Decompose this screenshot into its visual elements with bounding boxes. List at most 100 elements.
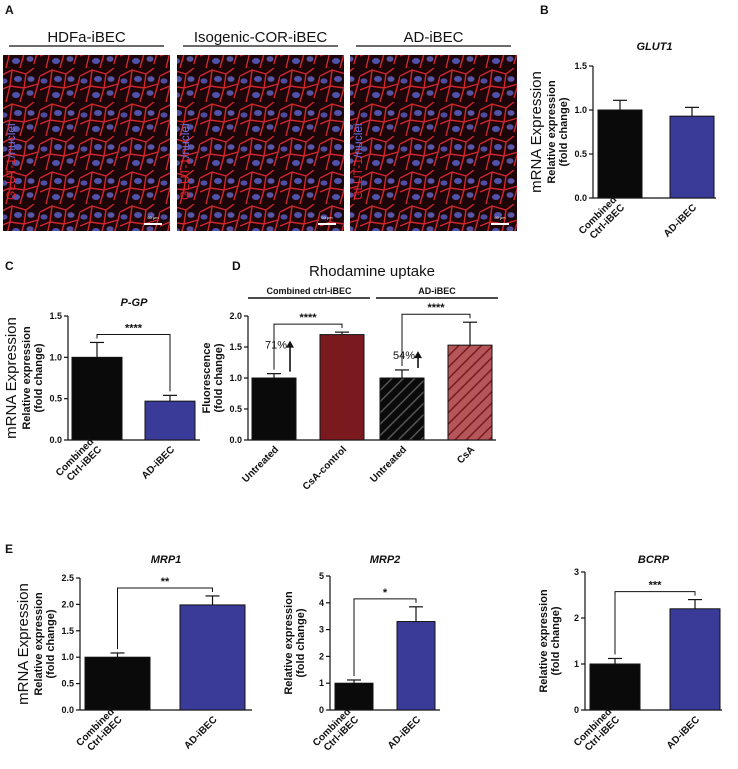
annotation: 54% <box>393 350 415 362</box>
scale-label: 50 μm <box>494 215 506 220</box>
bar <box>334 682 374 711</box>
stain-name: GLUT-1 <box>178 158 192 200</box>
y-tick-label: 0.5 <box>61 679 74 689</box>
arrow-head <box>414 351 422 359</box>
y-tick-label: 0 <box>574 705 579 715</box>
group-label: Combined ctrl-iBEC <box>266 286 352 296</box>
y-tick-label: 3 <box>319 625 324 635</box>
y-axis-label: Relative expression <box>21 326 33 430</box>
y-tick-label: 1.0 <box>61 652 74 662</box>
bar-chart: 0 1 2 3 4 5 MRP2 Relative expression (fold chang… <box>283 554 440 754</box>
y-tick-label: 2 <box>319 651 324 661</box>
image-title: HDFa-iBEC <box>47 29 126 46</box>
arrow-head <box>286 340 294 348</box>
y-tick-label: 1.5 <box>229 342 242 352</box>
significance-label: **** <box>427 302 445 314</box>
y-tick-label: 0 <box>319 705 324 715</box>
y-tick-label: 0.0 <box>61 705 74 715</box>
bar <box>447 344 493 441</box>
x-tick-label: AD-iBEC <box>662 202 699 239</box>
y-axis-label: (fold change) <box>33 343 45 412</box>
y-tick-label: 1 <box>319 678 324 688</box>
significance-bracket <box>273 323 343 370</box>
significance-bracket <box>401 313 471 366</box>
bar <box>179 604 246 711</box>
significance-label: *** <box>649 580 663 592</box>
y-axis-label: Fluorescence <box>201 343 213 414</box>
y-axis-label: Relative expression <box>33 592 45 696</box>
group-axis-label: mRNA Expression <box>528 71 545 193</box>
micrograph <box>177 55 344 231</box>
bar <box>669 608 721 711</box>
group-axis-label: mRNA Expression <box>3 317 20 439</box>
significance-bracket <box>353 598 417 676</box>
significance-label: ** <box>161 576 170 588</box>
bar-chart: 0.0 0.5 1.0 1.5 2.0 2.5 MRP1 Relative expressio… <box>15 554 252 754</box>
y-tick-label: 0.5 <box>229 404 242 414</box>
bar <box>144 400 196 441</box>
y-tick-label: 1.0 <box>229 373 242 383</box>
annotation: 71% <box>265 340 287 352</box>
panel-label: C <box>5 259 14 273</box>
x-tick-label: Untreated <box>368 444 409 485</box>
y-axis-label: Relative expression <box>546 80 558 184</box>
chart-title: GLUT1 <box>636 41 672 53</box>
significance-bracket <box>614 591 696 655</box>
y-tick-label: 1.5 <box>61 626 74 636</box>
y-tick-label: 1.5 <box>574 61 587 71</box>
stain-name: GLUT-1 <box>4 158 18 200</box>
nuclei-name: /nuclei <box>178 123 192 158</box>
scale-label: 50 μm <box>147 215 159 220</box>
y-axis-label: (fold change) <box>550 606 562 675</box>
y-tick-label: 1.0 <box>574 105 587 115</box>
chart-title: MRP2 <box>370 554 401 566</box>
bar-chart: 0.0 0.5 1.0 1.5 P-GP Relative expression (fold… <box>3 297 200 484</box>
bar <box>379 377 425 441</box>
bar-chart: 0.0 0.5 1.0 1.5 GLUT1 Relative expression (fol… <box>528 41 716 242</box>
image-title: AD-iBEC <box>403 29 463 46</box>
group-label: AD-iBEC <box>418 286 456 296</box>
y-tick-label: 0.0 <box>49 435 62 445</box>
x-tick-label: Untreated <box>240 444 281 485</box>
y-tick-label: 5 <box>319 571 324 581</box>
significance-bracket <box>96 333 171 392</box>
y-axis-label: (fold change) <box>213 343 225 412</box>
significance-label: * <box>383 587 388 599</box>
y-tick-label: 0.5 <box>49 394 62 404</box>
bar <box>71 356 123 441</box>
bar <box>589 663 641 711</box>
y-tick-label: 2.0 <box>61 599 74 609</box>
x-tick-label: AD-iBEC <box>182 714 219 751</box>
x-tick-label: AD-iBEC <box>140 444 177 481</box>
y-tick-label: 0.0 <box>574 193 587 203</box>
chart-title: P-GP <box>121 297 149 309</box>
y-tick-label: 0.5 <box>574 149 587 159</box>
bar-chart: 0.0 0.5 1.0 1.5 2.0 Rhodamine uptake Fluoresce… <box>201 263 498 493</box>
bar <box>251 377 297 441</box>
stain-label: GLUT-1/nuclei <box>351 123 365 200</box>
y-axis-label: Relative expression <box>283 591 295 695</box>
y-tick-label: 1.5 <box>49 311 62 321</box>
y-tick-label: 1 <box>574 659 579 669</box>
stain-label: GLUT-1/nuclei <box>4 123 18 200</box>
scale-label: 50 μm <box>321 215 333 220</box>
significance-bracket <box>117 587 213 649</box>
micrograph <box>3 55 170 231</box>
nuclei-name: /nuclei <box>351 123 365 158</box>
y-axis-label: (fold change) <box>45 609 57 678</box>
bar <box>84 656 151 711</box>
x-tick-label: CsA-control <box>301 444 349 492</box>
panel-label: A <box>5 3 14 17</box>
y-tick-label: 4 <box>319 598 324 608</box>
y-axis-label: (fold change) <box>295 608 307 677</box>
chart-title: MRP1 <box>151 554 182 566</box>
panel-label: D <box>232 259 241 273</box>
y-axis-label: (fold change) <box>558 97 570 166</box>
bar <box>669 115 715 199</box>
y-axis-label: Relative expression <box>538 589 550 693</box>
significance-label: **** <box>125 322 143 334</box>
x-tick-label: AD-iBEC <box>665 714 702 751</box>
y-tick-label: 3 <box>574 567 579 577</box>
y-tick-label: 0.0 <box>229 435 242 445</box>
